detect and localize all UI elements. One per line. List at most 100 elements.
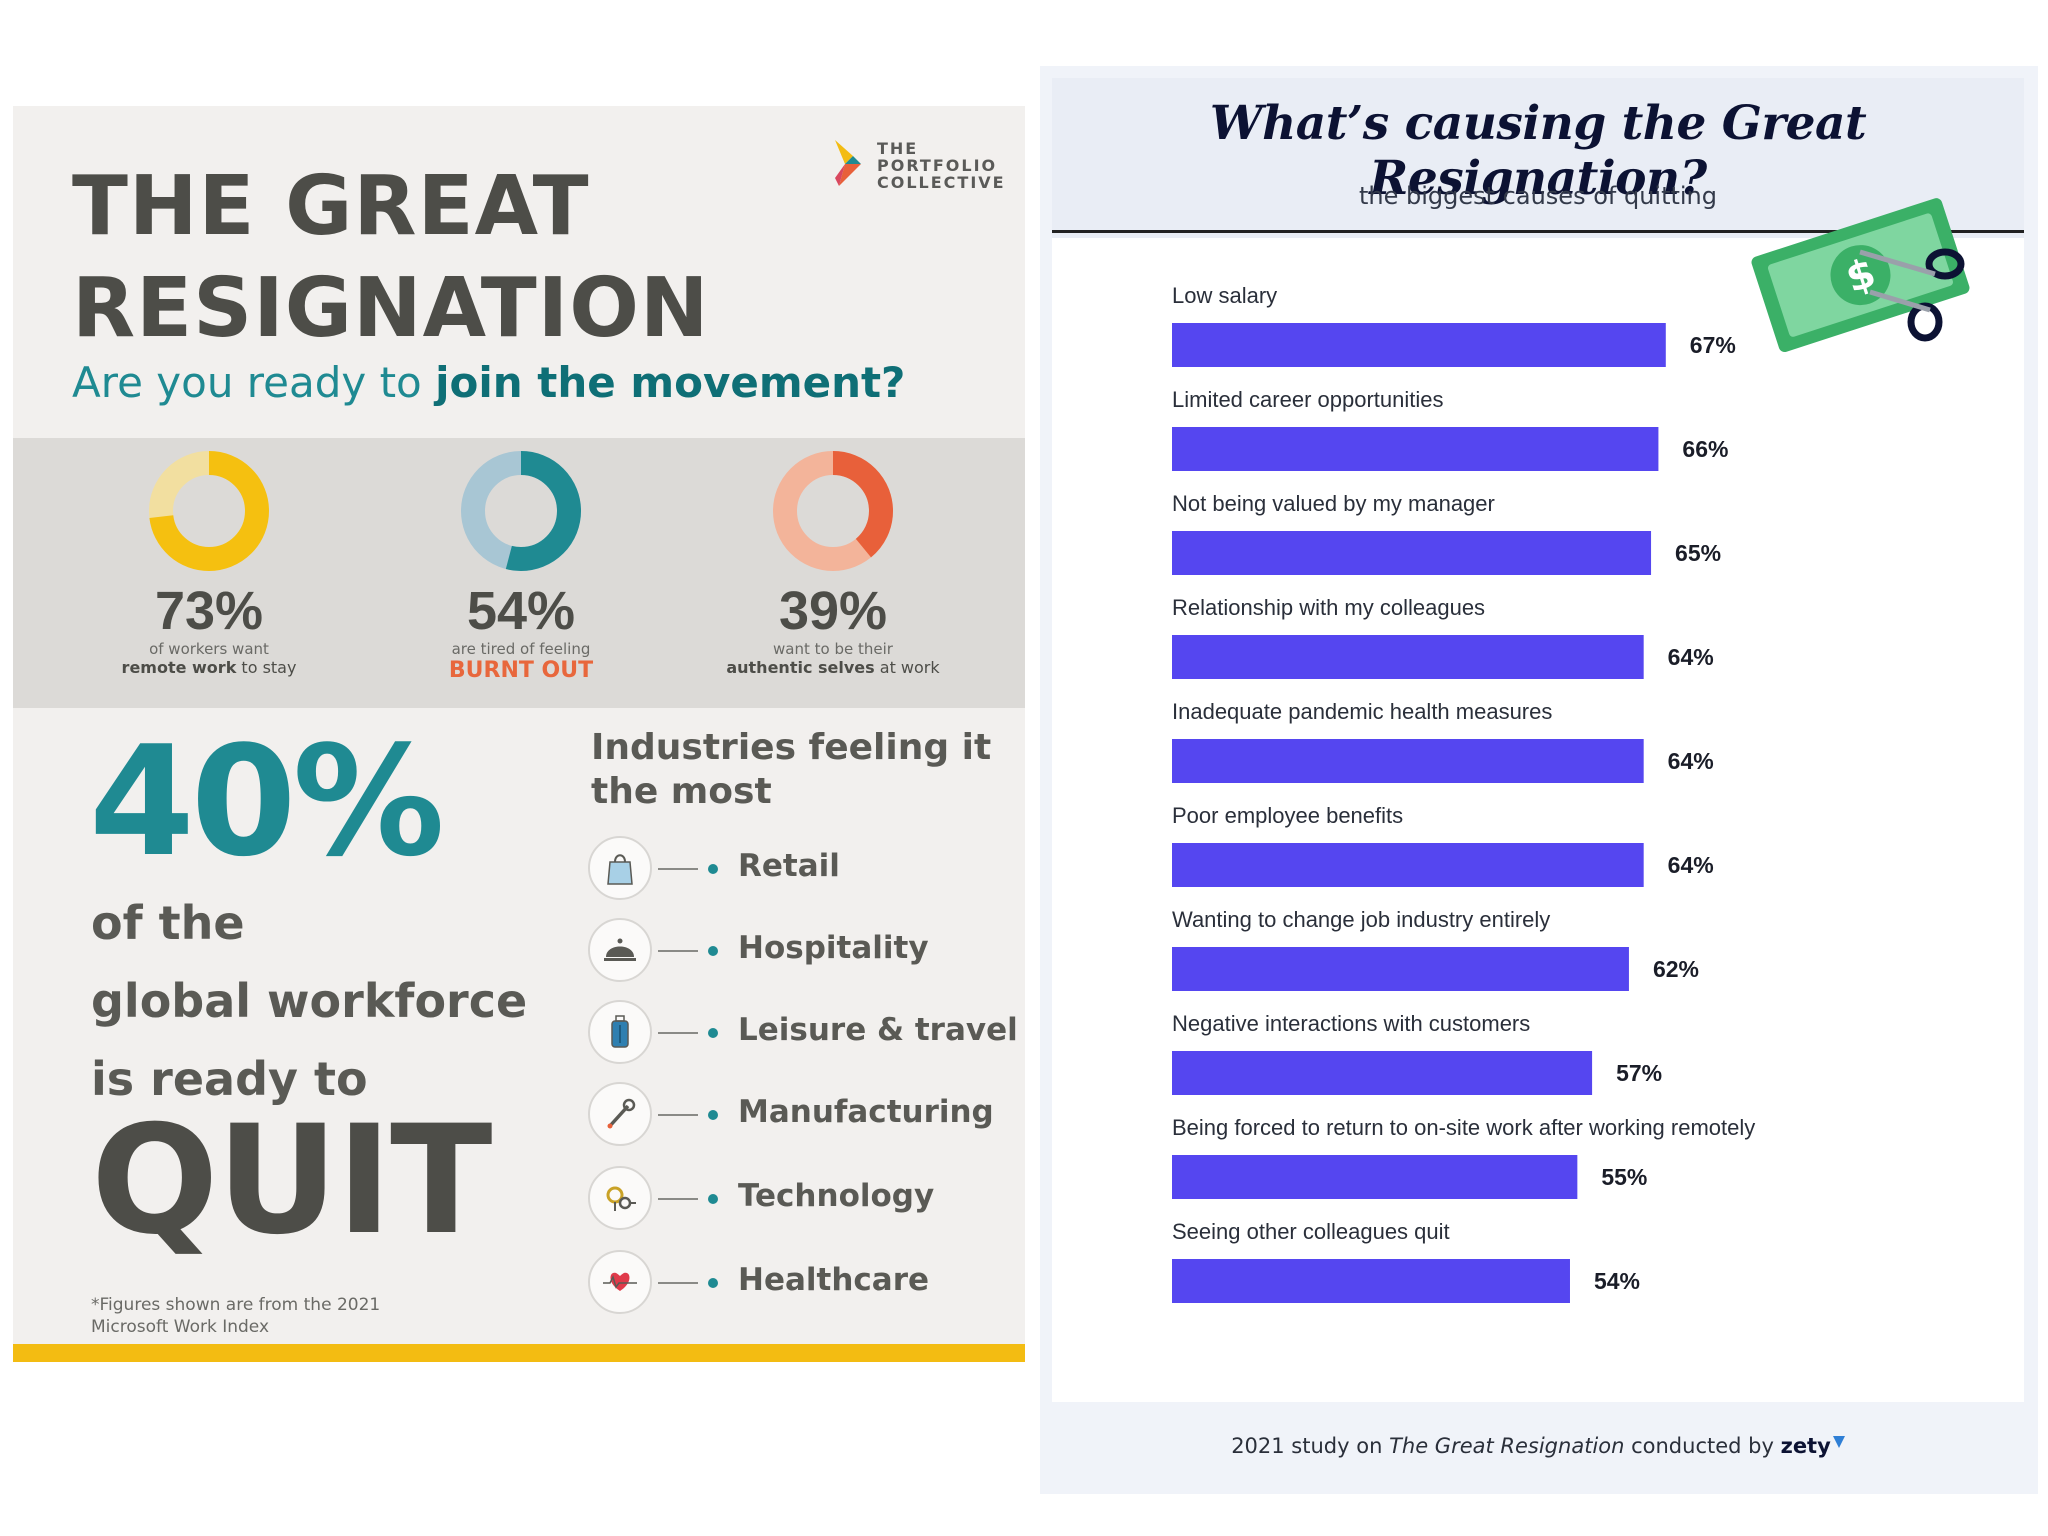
connector-line xyxy=(658,1114,698,1116)
connector-dot xyxy=(708,864,718,874)
title-line-2: RESIGNATION xyxy=(72,261,710,356)
workforce-line-3: is ready to xyxy=(91,1052,368,1106)
bar-chart: Low salary 67% Limited career opportunitie… xyxy=(1172,283,1755,1303)
brand-line-1: THE xyxy=(877,139,919,158)
industry-icon-circle xyxy=(588,836,652,900)
chart-subtitle: the biggest causes of quitting xyxy=(1358,182,1718,210)
suitcase-icon xyxy=(611,1015,629,1048)
donut-73 xyxy=(149,451,269,571)
category-label: Not being valued by my manager xyxy=(1172,491,1495,516)
bar xyxy=(1172,427,1659,471)
heart-pulse-icon xyxy=(603,1272,637,1291)
quit-word: QUIT xyxy=(91,1094,492,1268)
stat-caption-2: BURNT OUT xyxy=(371,658,671,683)
footer-mid: conducted by xyxy=(1624,1434,1781,1458)
stat-burnt-out: 54% are tired of feeling BURNT OUT xyxy=(371,446,671,696)
bar xyxy=(1172,1155,1578,1199)
footnote-line-1: *Figures shown are from the 2021 xyxy=(91,1295,381,1315)
workforce-line-1: of the xyxy=(91,896,245,950)
value-label: 54% xyxy=(1594,1268,1640,1294)
header-divider xyxy=(1052,230,2024,233)
industry-label: Technology xyxy=(738,1178,935,1214)
workforce-line-2: global workforce xyxy=(91,974,528,1028)
industries-heading-line-1: Industries feeling it xyxy=(591,727,992,768)
category-label: Being forced to return to on-site work a… xyxy=(1172,1115,1755,1140)
industry-icon-circle xyxy=(588,1000,652,1064)
circuit-icon xyxy=(606,1186,636,1211)
footer-pre: 2021 study on xyxy=(1231,1434,1390,1458)
portfolio-collective-logo: THE PORTFOLIO COLLECTIVE xyxy=(831,134,1021,194)
great-resignation-infographic: THE GREAT RESIGNATION Are you ready to j… xyxy=(13,106,1025,1362)
bar xyxy=(1172,1259,1570,1303)
burnt-out-label: BURNT OUT xyxy=(448,658,594,683)
footer-italic: The Great Resignation xyxy=(1389,1434,1625,1458)
industry-healthcare: Healthcare xyxy=(588,1250,1008,1320)
industry-leisure-travel: Leisure & travel xyxy=(588,1000,1018,1070)
connector-line xyxy=(658,868,698,870)
industries-heading: Industries feeling it the most xyxy=(591,726,991,814)
zety-arrow-icon xyxy=(1832,1436,1845,1448)
stats-band: 73% of workers want remote work to stay … xyxy=(13,438,1025,708)
chart-title: What’s causing the Great Resignation? xyxy=(1209,96,1867,206)
chevron-logo-icon xyxy=(835,140,861,186)
connector-line xyxy=(658,1198,698,1200)
value-label: 64% xyxy=(1668,748,1714,774)
yellow-footer-bar xyxy=(13,1344,1025,1362)
chart-header: What’s causing the Great Resignation? th… xyxy=(1052,78,2024,238)
donut-54 xyxy=(461,451,581,571)
industry-label: Manufacturing xyxy=(738,1094,994,1130)
category-label: Inadequate pandemic health measures xyxy=(1172,699,1552,724)
wrench-icon xyxy=(607,1098,636,1129)
value-label: 65% xyxy=(1675,540,1721,566)
stat-caption-bold: remote work xyxy=(121,658,237,677)
big-percentage: 40% xyxy=(89,713,445,890)
stat-caption-rest: to stay xyxy=(236,658,297,677)
donut-arc xyxy=(149,451,269,571)
stat-caption-1: of workers want xyxy=(149,640,269,658)
industry-icon-circle xyxy=(588,1250,652,1314)
brand-line-2: PORTFOLIO xyxy=(877,156,998,175)
value-label: 57% xyxy=(1616,1060,1662,1086)
stat-caption-1: are tired of feeling xyxy=(451,640,591,658)
title-line-1: THE GREAT xyxy=(72,159,590,254)
value-label: 67% xyxy=(1690,332,1736,358)
stat-caption-2: authentic selves at work xyxy=(683,658,983,677)
donut-arc xyxy=(773,451,893,571)
industry-label: Retail xyxy=(738,848,840,884)
bar xyxy=(1172,323,1666,367)
footnote: *Figures shown are from the 2021 Microso… xyxy=(91,1294,380,1338)
connector-dot xyxy=(708,1194,718,1204)
industry-retail: Retail xyxy=(588,836,1008,906)
brand-line-3: COLLECTIVE xyxy=(877,173,1006,192)
industry-technology: Technology xyxy=(588,1166,1008,1236)
stat-caption-rest: at work xyxy=(874,658,940,677)
bar xyxy=(1172,635,1644,679)
category-label: Low salary xyxy=(1172,283,1277,308)
industry-label: Leisure & travel xyxy=(738,1012,1018,1048)
industry-label: Hospitality xyxy=(738,930,929,966)
stat-value: 54% xyxy=(466,581,576,641)
category-label: Limited career opportunities xyxy=(1172,387,1443,412)
value-label: 55% xyxy=(1601,1164,1647,1190)
footnote-line-2: Microsoft Work Index xyxy=(91,1317,270,1337)
value-label: 66% xyxy=(1682,436,1728,462)
connector-dot xyxy=(708,1028,718,1038)
connector-dot xyxy=(708,1110,718,1120)
donut-arc xyxy=(461,451,581,571)
bar xyxy=(1172,739,1644,783)
stat-caption-1: want to be their xyxy=(773,640,893,658)
industry-hospitality: Hospitality xyxy=(588,918,1008,988)
stat-authentic-selves: 39% want to be their authentic selves at… xyxy=(683,446,983,696)
bar xyxy=(1172,1051,1593,1095)
donut-39 xyxy=(773,451,893,571)
brand-text: THE PORTFOLIO COLLECTIVE xyxy=(877,140,1006,191)
category-label: Wanting to change job industry entirely xyxy=(1172,907,1550,932)
category-label: Negative interactions with customers xyxy=(1172,1011,1530,1036)
causes-chart-panel: What’s causing the Great Resignation? th… xyxy=(1040,66,2038,1494)
category-label: Seeing other colleagues quit xyxy=(1172,1219,1450,1244)
industry-icon-circle xyxy=(588,1166,652,1230)
stat-value: 73% xyxy=(154,581,264,641)
connector-line xyxy=(658,950,698,952)
industries-heading-line-2: the most xyxy=(591,771,772,812)
bar xyxy=(1172,947,1629,991)
